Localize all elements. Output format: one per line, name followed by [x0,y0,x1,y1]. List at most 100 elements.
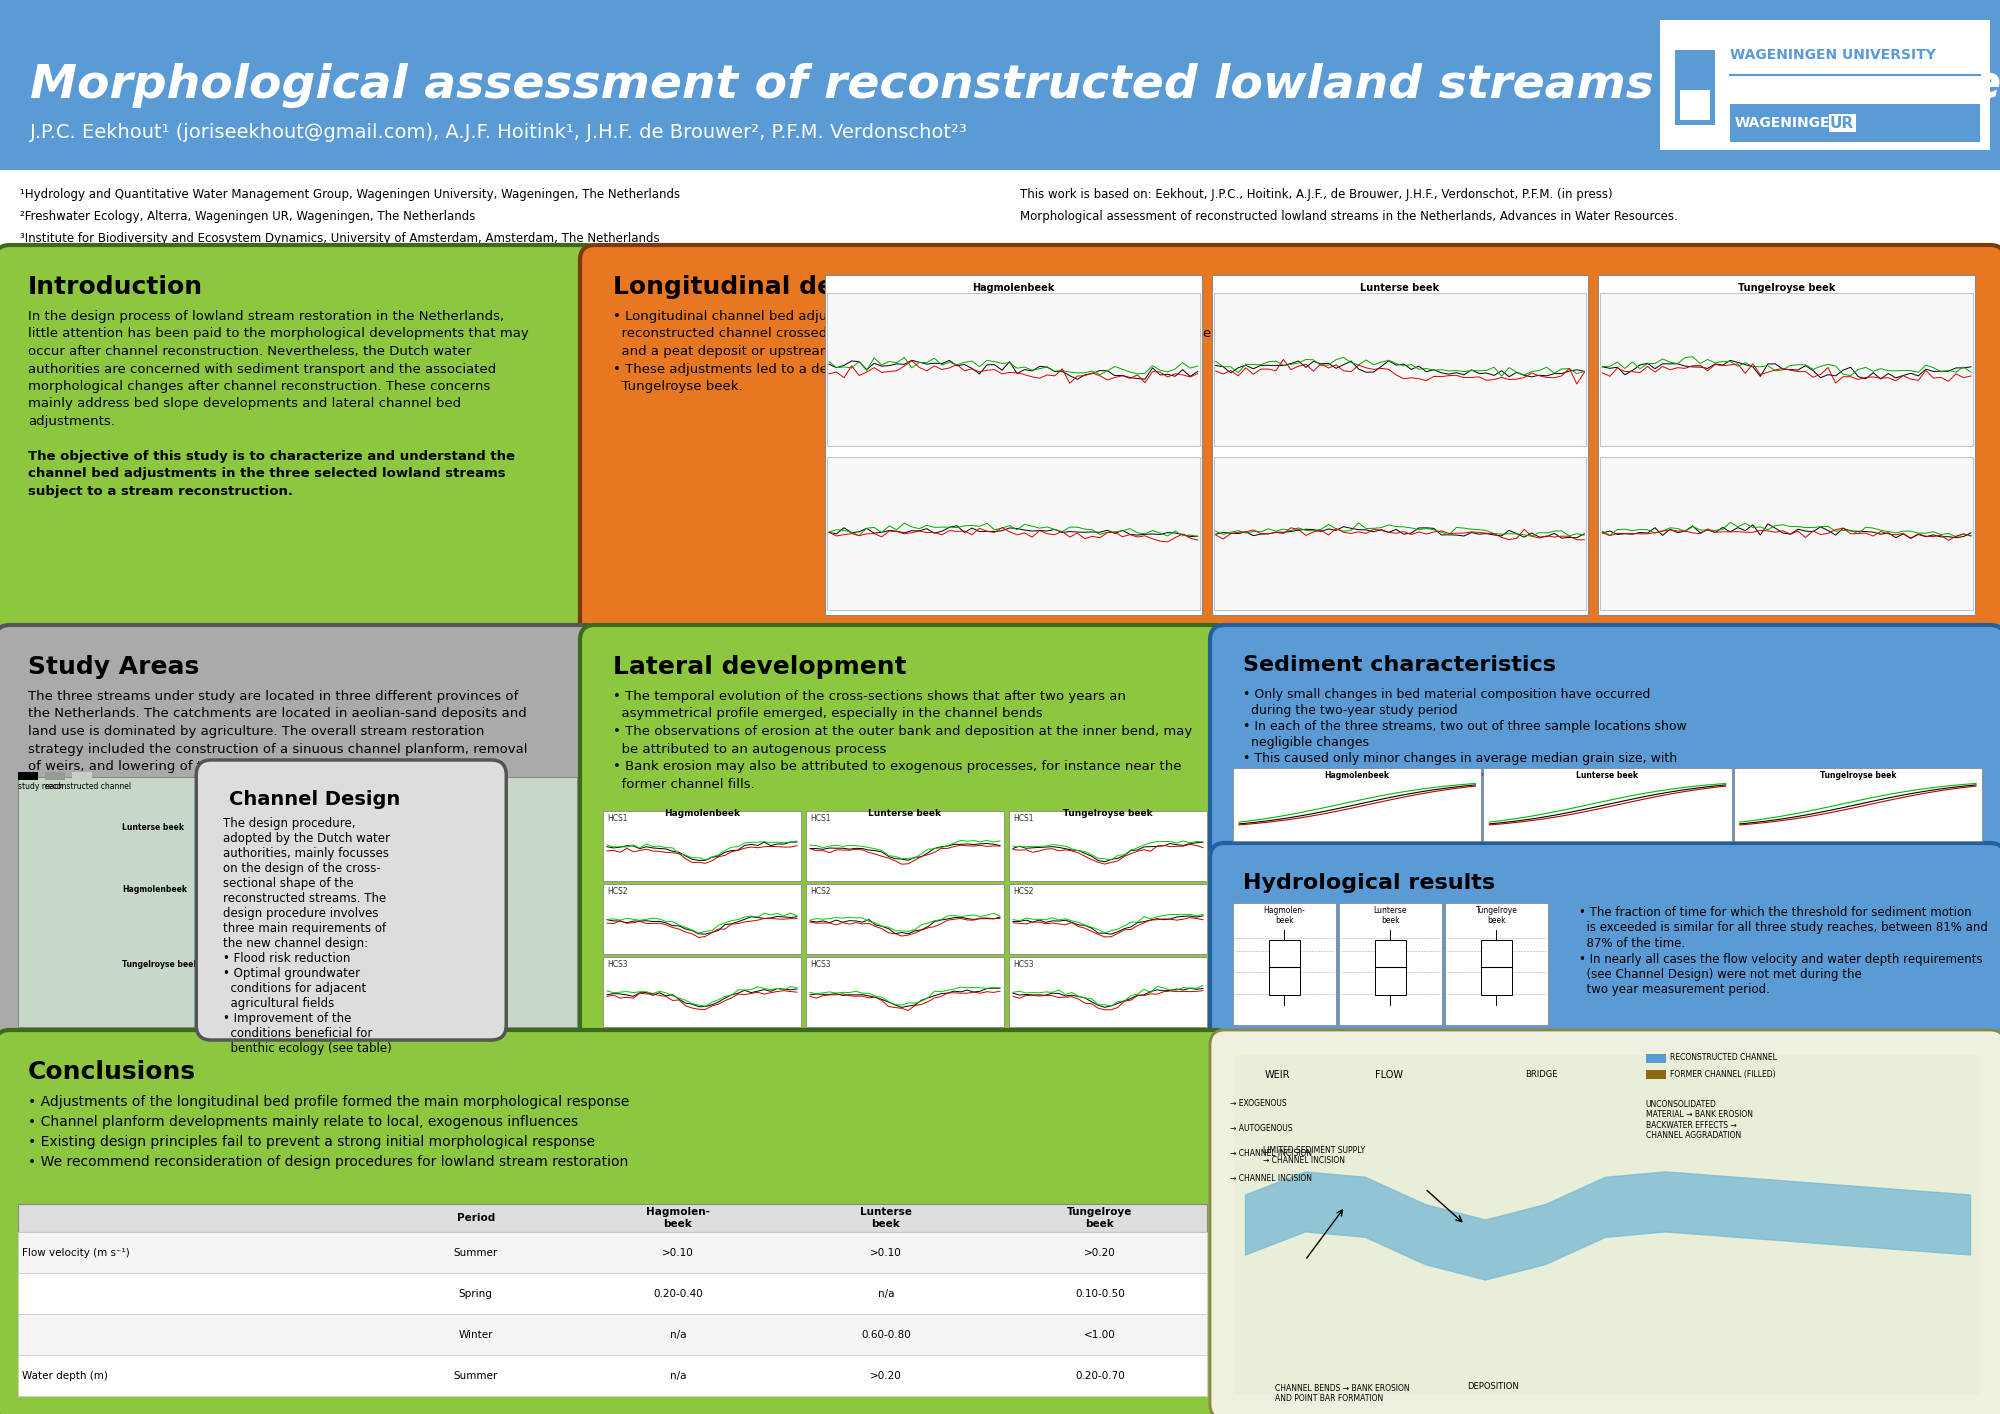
Text: FORMER CHANNEL (FILLED): FORMER CHANNEL (FILLED) [1670,1069,1776,1079]
Text: • The fraction of time for which the threshold for sediment motion: • The fraction of time for which the thr… [1580,906,1972,919]
Text: UR: UR [1830,116,1854,130]
Text: ²Freshwater Ecology, Alterra, Wageningen UR, Wageningen, The Netherlands: ²Freshwater Ecology, Alterra, Wageningen… [20,211,476,223]
Bar [1444,904,1548,1025]
Text: Sediment characteristics: Sediment characteristics [1244,655,1556,674]
Text: conditions beneficial for: conditions beneficial for [224,1027,372,1041]
Bar [1010,812,1208,881]
Text: FLOW: FLOW [1376,1070,1404,1080]
Text: ³Institute for Biodiversity and Ecosystem Dynamics, University of Amsterdam, Ams: ³Institute for Biodiversity and Ecosyste… [20,232,660,245]
Text: WAGENINGEN: WAGENINGEN [1736,116,1842,130]
Text: Morphological assessment of reconstructed lowland streams in the Netherlands, Ad: Morphological assessment of reconstructe… [1020,211,1678,223]
Text: n/a: n/a [670,1370,686,1380]
Bar [604,957,800,1027]
Bar [806,812,1004,881]
Text: • We recommend reconsideration of design procedures for lowland stream restorati: • We recommend reconsideration of design… [28,1155,628,1169]
Text: • The temporal evolution of the cross-sections shows that after two years an: • The temporal evolution of the cross-se… [612,690,1126,703]
Text: • Improvement of the: • Improvement of the [224,1012,352,1025]
Text: channel bed adjustments in the three selected lowland streams: channel bed adjustments in the three sel… [28,468,506,481]
FancyBboxPatch shape [0,1029,1230,1414]
Text: Introduction: Introduction [28,274,204,298]
Text: • Existing design principles fail to prevent a strong initial morphological resp: • Existing design principles fail to pre… [28,1135,596,1150]
FancyBboxPatch shape [1210,1029,2000,1414]
Bar [18,1314,1208,1355]
FancyBboxPatch shape [580,245,2000,645]
Bar [1600,293,1974,445]
Text: the Netherlands. The catchments are located in aeolian-sand deposits and: the Netherlands. The catchments are loca… [28,707,526,721]
Bar [1232,904,1336,1025]
Bar [1484,768,1732,841]
Text: be attributed to an autogenous process: be attributed to an autogenous process [612,742,886,755]
Bar [72,772,92,781]
Text: J.P.C. Eekhout¹ (joriseekhout@gmail.com), A.J.F. Hoitink¹, J.H.F. de Brouwer², P: J.P.C. Eekhout¹ (joriseekhout@gmail.com)… [30,123,968,141]
Bar [1376,939,1406,994]
Text: Lunterse beek: Lunterse beek [122,823,184,831]
Text: Period: Period [456,1213,494,1223]
Text: This work is based on: Eekhout, J.P.C., Hoitink, A.J.F., de Brouwer, J.H.F., Ver: This work is based on: Eekhout, J.P.C., … [1020,188,1612,201]
Text: UNCONSOLIDATED
MATERIAL → BANK EROSION
BACKWATER EFFECTS →
CHANNEL AGGRADATION: UNCONSOLIDATED MATERIAL → BANK EROSION B… [1646,1100,1752,1140]
Bar [44,772,64,781]
Text: HCS2: HCS2 [1014,887,1034,896]
Text: >0.10: >0.10 [662,1247,694,1257]
Bar [828,457,1200,609]
Text: Hagmolenbeek: Hagmolenbeek [122,885,186,894]
Bar [604,812,800,881]
Text: decrease the Lunterse beek.: decrease the Lunterse beek. [1244,783,1430,797]
Text: • Channel planform developments mainly relate to local, exogenous influences: • Channel planform developments mainly r… [28,1116,578,1128]
Text: HCS1: HCS1 [1014,814,1034,823]
Bar [18,772,38,781]
Text: CHANNEL BENDS → BANK EROSION
AND POINT BAR FORMATION: CHANNEL BENDS → BANK EROSION AND POINT B… [1276,1384,1410,1404]
Text: WEIR: WEIR [1266,1070,1290,1080]
Text: 87% of the time.: 87% of the time. [1580,937,1686,950]
FancyBboxPatch shape [1210,843,2000,1051]
Text: The three streams under study are located in three different provinces of: The three streams under study are locate… [28,690,518,703]
Text: • Flood risk reduction: • Flood risk reduction [224,952,350,964]
Text: benthic ecology (see table): benthic ecology (see table) [224,1042,392,1055]
Text: • Optimal groundwater: • Optimal groundwater [224,967,360,980]
Text: Hydrological results: Hydrological results [1244,872,1496,894]
Bar [806,884,1004,954]
Bar [1270,939,1300,994]
Bar [1600,457,1974,609]
Text: Lunterse beek: Lunterse beek [1360,283,1440,293]
Text: Summer: Summer [454,1247,498,1257]
Text: Tungelroyse beek: Tungelroyse beek [1064,809,1152,819]
Text: Tungelroyse beek: Tungelroyse beek [122,960,198,969]
Text: morphological changes after channel reconstruction. These concerns: morphological changes after channel reco… [28,380,490,393]
Text: Lunterse
beek: Lunterse beek [860,1208,912,1229]
Bar [1676,49,1716,124]
Text: Lunterse
beek: Lunterse beek [1374,906,1408,925]
Text: authorities are concerned with sediment transport and the associated: authorities are concerned with sediment … [28,362,496,376]
Text: former channel fills.: former channel fills. [612,778,754,790]
Text: Summer: Summer [454,1370,498,1380]
Text: 0.60-0.80: 0.60-0.80 [862,1329,910,1339]
Bar [1646,1070,1666,1079]
Bar [1482,939,1512,994]
Text: Hagmolenbeek: Hagmolenbeek [972,283,1054,293]
Bar [1232,768,1482,841]
Text: HCS3: HCS3 [810,960,830,969]
Text: conditions for adjacent: conditions for adjacent [224,981,366,995]
Text: negligible changes: negligible changes [1244,737,1368,749]
Text: HCS1: HCS1 [608,814,628,823]
Text: n/a: n/a [670,1329,686,1339]
Text: HCS3: HCS3 [1014,960,1034,969]
Text: study reach: study reach [18,782,64,790]
Text: Morphological assessment of reconstructed lowland streams in the Netherlands: Morphological assessment of reconstructe… [30,62,2000,107]
Text: Study Areas: Study Areas [28,655,200,679]
Text: little attention has been paid to the morphological developments that may: little attention has been paid to the mo… [28,328,528,341]
FancyBboxPatch shape [580,625,1230,1051]
Text: authorities, mainly focusses: authorities, mainly focusses [224,847,390,860]
Text: Tungelroyse beek: Tungelroyse beek [1738,283,1836,293]
Text: adopted by the Dutch water: adopted by the Dutch water [224,831,390,846]
Bar [18,1205,1208,1232]
Text: Channel Design: Channel Design [230,790,400,809]
Text: reconstructed channel: reconstructed channel [44,782,132,790]
Text: Tungelroye
beek: Tungelroye beek [1476,906,1518,925]
Text: Flow velocity (m s⁻¹): Flow velocity (m s⁻¹) [22,1247,130,1257]
Text: RECONSTRUCTED CHANNEL: RECONSTRUCTED CHANNEL [1670,1053,1776,1062]
Text: three main requirements of: three main requirements of [224,922,386,935]
Text: reconstructed streams. The: reconstructed streams. The [224,892,386,905]
Text: Lunterse beek: Lunterse beek [868,809,942,819]
Text: adjustments.: adjustments. [28,414,114,428]
Text: • This caused only minor changes in average median grain size, with: • This caused only minor changes in aver… [1244,752,1678,765]
